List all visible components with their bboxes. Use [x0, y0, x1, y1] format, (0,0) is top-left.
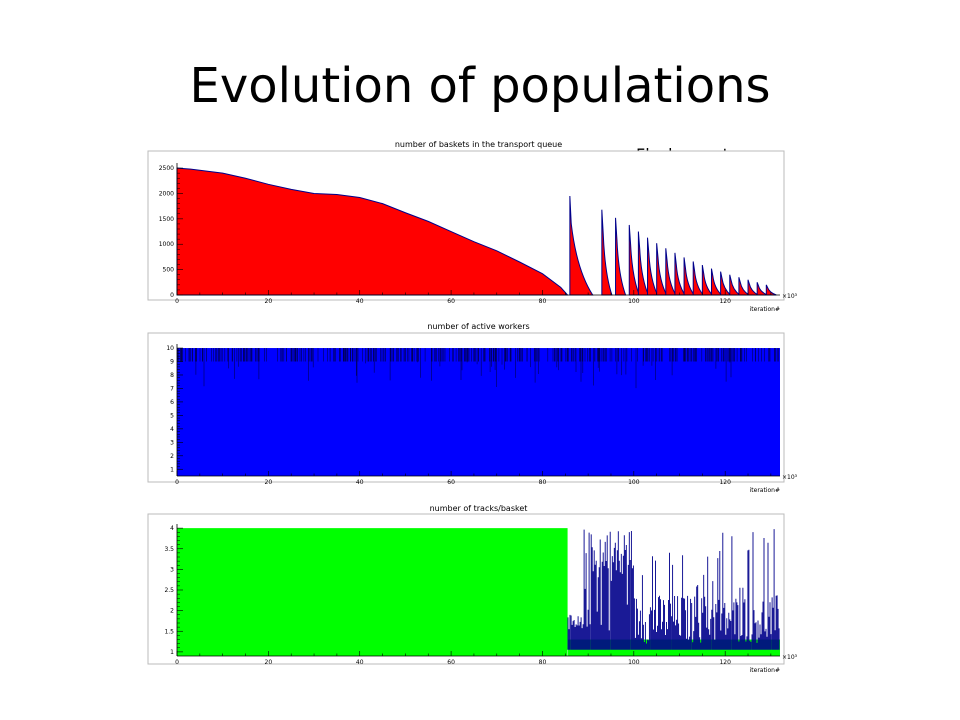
y-tick-label: 1000 [159, 241, 174, 248]
y-tick-label: 8 [170, 372, 174, 379]
x-tick-label: 20 [265, 659, 273, 666]
y-tick-label: 3.5 [164, 546, 174, 553]
y-tick-label: 2500 [159, 165, 174, 172]
y-tick-label: 1500 [159, 216, 174, 223]
x-axis-label: iteration# [750, 487, 780, 494]
x-tick-label: 60 [447, 479, 455, 486]
queue-area [176, 167, 569, 296]
x-tick-label: 120 [719, 659, 731, 666]
y-tick-label: 4 [170, 426, 174, 433]
x-tick-label: 100 [628, 298, 640, 305]
y-tick-label: 9 [170, 359, 174, 366]
x-multiplier: ×10³ [782, 474, 798, 481]
y-tick-label: 2 [170, 608, 174, 615]
x-tick-label: 80 [539, 659, 547, 666]
y-tick-label: 2000 [159, 190, 174, 197]
chart-panel-0: number of baskets in the transport queue… [147, 140, 798, 313]
y-tick-label: 0 [170, 292, 174, 299]
y-tick-label: 3 [170, 566, 174, 573]
x-tick-label: 120 [719, 298, 731, 305]
y-tick-label: 1 [170, 649, 174, 656]
x-axis-label: iteration# [750, 306, 780, 313]
x-tick-label: 60 [447, 659, 455, 666]
x-tick-label: 20 [265, 298, 273, 305]
x-multiplier: ×10³ [782, 293, 798, 300]
x-axis-label: iteration# [750, 667, 780, 674]
x-tick-label: 40 [356, 298, 364, 305]
x-multiplier: ×10³ [782, 654, 798, 661]
flush-peak-0 [569, 195, 594, 296]
chart-panel-2: number of tracks/basket 0 20 40 60 80 100 120 1 1… [147, 504, 798, 674]
y-tick-label: 3 [170, 439, 174, 446]
chart-title: number of active workers [427, 322, 529, 331]
y-tick-label: 2.5 [164, 587, 174, 594]
y-tick-label: 6 [170, 399, 174, 406]
x-tick-label: 20 [265, 479, 273, 486]
chart-title: number of tracks/basket [430, 504, 528, 513]
slide-title: Evolution of populations [189, 58, 771, 114]
workers-area [177, 348, 780, 476]
x-tick-label: 80 [539, 298, 547, 305]
x-tick-label: 0 [175, 479, 179, 486]
y-tick-label: 500 [163, 267, 175, 274]
x-tick-label: 100 [628, 659, 640, 666]
worker-fluctuations [177, 348, 779, 389]
y-tick-label: 1.5 [164, 628, 174, 635]
x-tick-label: 40 [356, 659, 364, 666]
flush-peak-1 [601, 209, 613, 296]
x-tick-label: 80 [539, 479, 547, 486]
y-tick-label: 10 [166, 345, 174, 352]
flush-peak-2 [615, 217, 627, 296]
y-tick-label: 4 [170, 525, 174, 532]
chart-panel-1: number of active workers 0 20 40 60 80 100 120 1… [147, 322, 798, 494]
x-tick-label: 40 [356, 479, 364, 486]
x-tick-label: 0 [175, 659, 179, 666]
tracks-area [177, 528, 568, 656]
x-tick-label: 0 [175, 298, 179, 305]
x-tick-label: 60 [447, 298, 455, 305]
y-tick-label: 7 [170, 385, 174, 392]
x-tick-label: 120 [719, 479, 731, 486]
y-tick-label: 1 [170, 466, 174, 473]
tracks-noise [567, 529, 780, 650]
y-tick-label: 2 [170, 453, 174, 460]
x-tick-label: 100 [628, 479, 640, 486]
y-tick-label: 5 [170, 412, 174, 419]
chart-title: number of baskets in the transport queue [395, 140, 562, 149]
